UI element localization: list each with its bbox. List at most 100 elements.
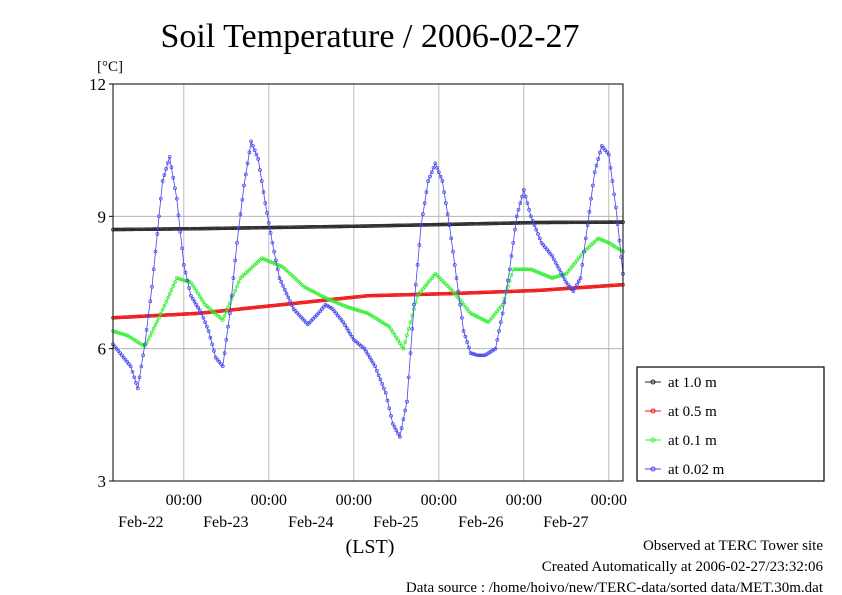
data-point	[231, 307, 236, 312]
data-point	[511, 221, 516, 225]
data-point	[562, 220, 567, 225]
data-point	[350, 295, 354, 300]
footer-observed: Observed at TERC Tower site	[643, 538, 823, 554]
data-point	[243, 226, 248, 230]
data-point	[169, 312, 174, 317]
data-point	[229, 293, 234, 298]
data-point	[589, 285, 593, 289]
data-point	[445, 291, 450, 296]
data-point	[562, 277, 567, 282]
data-point	[325, 296, 330, 301]
data-point	[180, 312, 184, 317]
data-point	[282, 287, 287, 292]
data-point	[275, 263, 280, 267]
x-tick-time: 00:00	[421, 492, 457, 509]
data-point	[401, 417, 406, 422]
data-point	[137, 314, 142, 319]
data-point	[406, 292, 411, 297]
data-point	[148, 333, 153, 338]
data-point	[513, 289, 517, 294]
data-point	[231, 276, 236, 280]
data-point	[118, 227, 122, 232]
data-point	[206, 226, 211, 231]
data-point	[134, 314, 138, 319]
legend-entries: at 1.0 m at 0.5 m at 0.1 m at 0.02 m	[645, 375, 725, 478]
data-point	[364, 310, 369, 315]
data-point	[608, 220, 613, 224]
data-point	[222, 313, 227, 318]
data-point	[483, 221, 487, 226]
data-point	[201, 299, 206, 304]
data-point	[603, 284, 608, 288]
data-point	[582, 220, 586, 225]
data-point	[380, 382, 385, 386]
data-point	[498, 289, 503, 294]
data-point	[612, 192, 616, 197]
data-point	[557, 287, 562, 291]
data-point	[323, 296, 328, 300]
data-point	[242, 183, 246, 188]
data-point	[314, 224, 319, 229]
data-point	[612, 220, 616, 224]
data-point	[479, 221, 484, 226]
data-point	[516, 267, 521, 272]
data-point	[398, 341, 402, 346]
data-point	[192, 286, 197, 290]
data-point	[578, 276, 583, 280]
data-point	[364, 224, 369, 228]
data-point	[353, 307, 358, 312]
data-point	[235, 307, 239, 312]
data-point	[479, 353, 484, 358]
data-point	[617, 238, 622, 243]
data-point	[192, 299, 197, 304]
series-line	[112, 237, 624, 350]
data-point	[490, 221, 494, 226]
data-point	[523, 220, 528, 225]
data-point	[390, 293, 395, 297]
data-point	[351, 295, 356, 300]
data-point	[302, 225, 307, 229]
data-point	[481, 290, 485, 295]
data-point	[325, 224, 330, 229]
data-point	[135, 386, 140, 391]
data-point	[194, 226, 199, 231]
data-point	[151, 267, 156, 272]
data-point	[553, 275, 558, 279]
data-point	[215, 357, 220, 362]
data-point	[539, 271, 544, 276]
data-point	[497, 221, 501, 226]
data-point	[569, 265, 574, 269]
data-point	[399, 344, 404, 348]
data-point	[534, 288, 539, 293]
data-point	[475, 221, 480, 226]
x-tick-date: Feb-25	[373, 514, 418, 531]
data-point	[410, 223, 415, 227]
data-point	[357, 308, 361, 313]
data-point	[389, 223, 393, 228]
data-point	[555, 287, 560, 291]
data-point	[463, 334, 468, 339]
data-point	[408, 292, 413, 297]
data-point	[575, 220, 579, 225]
data-point	[440, 291, 445, 296]
data-point	[355, 294, 360, 299]
data-point	[582, 249, 586, 254]
data-point	[559, 270, 563, 275]
data-point	[433, 222, 438, 227]
data-point	[481, 353, 485, 358]
data-point	[500, 221, 505, 226]
data-point	[406, 326, 411, 331]
data-point	[169, 227, 174, 231]
data-point	[245, 226, 250, 230]
data-point	[220, 226, 225, 231]
data-point	[228, 226, 232, 231]
data-point	[507, 267, 512, 272]
data-point	[348, 306, 353, 310]
data-point	[359, 309, 363, 314]
data-point	[139, 314, 144, 319]
data-point	[612, 283, 616, 288]
data-point	[307, 299, 312, 304]
data-point	[486, 290, 491, 295]
data-point	[592, 284, 597, 289]
data-point	[265, 211, 269, 215]
